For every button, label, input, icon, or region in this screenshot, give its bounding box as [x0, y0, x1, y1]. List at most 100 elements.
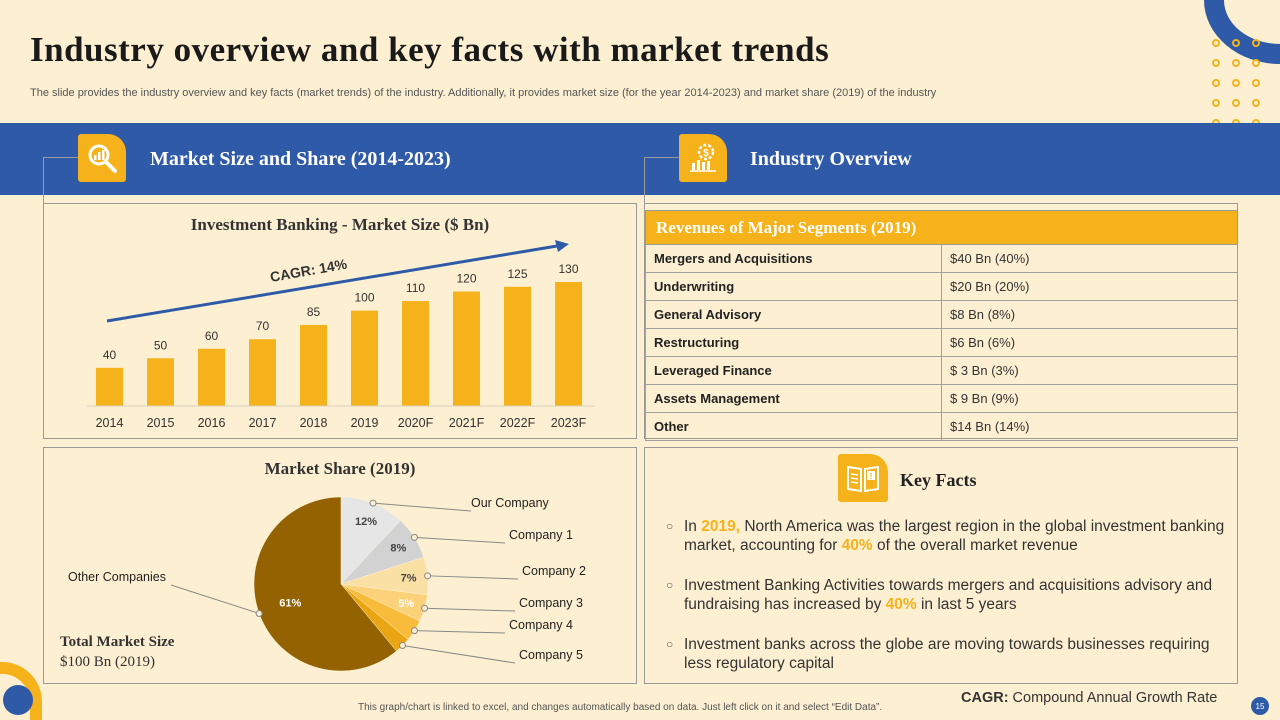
segment-value: $6 Bn (6%): [941, 328, 1238, 357]
segment-name: Restructuring: [645, 328, 942, 357]
x-tick-label: 2023F: [551, 416, 587, 430]
pie-leader-line: [424, 607, 516, 612]
table-row: Restructuring $6 Bn (6%): [645, 328, 1238, 357]
pie-value-label: 61%: [279, 597, 301, 609]
pie-leader-line: [427, 575, 519, 580]
pie-chart: 12% 8% 7% 5% 61% Our Company Company 1 Company…: [68, 496, 586, 672]
table-row: Assets Management $ 9 Bn (9%): [645, 384, 1238, 413]
pie-leader-line: [372, 502, 472, 512]
market-size-header: Market Size and Share (2014-2023): [150, 148, 451, 170]
x-tick-label: 2019: [351, 416, 379, 430]
pie-leader-dot: [255, 609, 263, 617]
bullet-circle-icon: ○: [666, 637, 674, 651]
bar-2022F: [504, 286, 531, 406]
pie-legend-label: Company 3: [519, 596, 583, 610]
pie-value-label: 5%: [398, 598, 414, 610]
total-market-label: Total Market Size: [60, 634, 175, 650]
segments-table: Revenues of Major Segments (2019) Merger…: [645, 210, 1238, 441]
key-fact-item: ○ In 2019, North America was the largest…: [666, 518, 1225, 554]
segment-name: Mergers and Acquisitions: [645, 244, 942, 273]
pie-legend-label: Other Companies: [68, 570, 166, 584]
x-tick-label: 2022F: [500, 416, 536, 430]
svg-text:!: !: [870, 472, 873, 481]
pie-leader-line: [402, 645, 516, 664]
bar-chart-title: Investment Banking - Market Size ($ Bn): [190, 215, 490, 234]
page-title: Industry overview and key facts with mar…: [30, 30, 830, 69]
key-facts-title: Key Facts: [900, 470, 977, 490]
pie-leader-line: [414, 536, 506, 544]
corner-arc-top-right: [1204, 0, 1280, 64]
x-tick-label: 2014: [96, 416, 124, 430]
industry-overview-header: Industry Overview: [750, 148, 912, 170]
bar-chart: 40 2014 50 2015 60 2016 70 2017 85 2018 100 2019 110…: [87, 240, 595, 430]
segment-name: Other: [645, 412, 942, 441]
bar-value-label: 70: [256, 319, 270, 333]
pie-leader-dot: [410, 533, 418, 541]
svg-text:$: $: [703, 148, 709, 159]
bar-value-label: 100: [354, 291, 374, 305]
pie-legend-label: Our Company: [471, 496, 550, 510]
bar-value-label: 130: [558, 262, 578, 276]
bar-2016: [198, 348, 225, 406]
bar-2020F: [402, 301, 429, 406]
x-tick-label: 2018: [300, 416, 328, 430]
key-fact-item: ○ Investment Banking Activities towards …: [666, 577, 1213, 613]
segments-table-header: Revenues of Major Segments (2019): [645, 210, 1238, 245]
right-header-connector: [644, 157, 679, 203]
key-fact-item: ○ Investment banks across the globe are …: [666, 636, 1210, 672]
pie-leader-dot: [399, 642, 407, 650]
bar-2023F: [555, 282, 582, 406]
x-tick-label: 2015: [147, 416, 175, 430]
segment-name: Underwriting: [645, 272, 942, 301]
cagr-definition: CAGR: Compound Annual Growth Rate: [961, 690, 1218, 706]
x-tick-label: 2017: [249, 416, 277, 430]
bar-value-label: 120: [456, 272, 476, 286]
pie-leader-line: [170, 584, 260, 614]
pie-value-label: 8%: [390, 543, 406, 555]
bullet-circle-icon: ○: [666, 578, 674, 592]
bar-2018: [300, 324, 327, 406]
pie-legend-label: Company 2: [522, 564, 586, 578]
pie-value-label: 7%: [401, 573, 417, 585]
magnifier-chart-icon: [78, 134, 126, 182]
bar-value-label: 125: [507, 267, 527, 281]
pie-legend-label: Company 4: [509, 618, 573, 632]
table-row: General Advisory $8 Bn (8%): [645, 300, 1238, 329]
document-alert-icon: !: [838, 454, 888, 502]
bar-2019: [351, 310, 378, 406]
corner-arc-bottom-left: [0, 661, 43, 720]
segment-value: $8 Bn (8%): [941, 300, 1238, 329]
table-row: Other $14 Bn (14%): [645, 412, 1238, 441]
segment-name: General Advisory: [645, 300, 942, 329]
cagr-annotation: CAGR: 14%: [269, 256, 349, 285]
bullet-circle-icon: ○: [666, 519, 674, 533]
bar-2021F: [453, 291, 480, 406]
dollar-gear-chart-icon: $: [679, 134, 727, 182]
table-row: Leveraged Finance $ 3 Bn (3%): [645, 356, 1238, 385]
bar-2015: [147, 358, 174, 406]
section-header-band: [0, 123, 1280, 195]
bar-2014: [96, 367, 123, 406]
x-tick-label: 2016: [198, 416, 226, 430]
table-row: Mergers and Acquisitions $40 Bn (40%): [645, 244, 1238, 273]
segment-name: Assets Management: [645, 384, 942, 413]
pie-chart-title: Market Share (2019): [264, 459, 416, 478]
bar-value-label: 60: [205, 329, 219, 343]
segments-table-header-row: Revenues of Major Segments (2019): [645, 210, 1238, 245]
total-market-value: $100 Bn (2019): [60, 654, 155, 670]
bar-chart-panel: [43, 203, 637, 439]
page-subtitle: The slide provides the industry overview…: [30, 87, 937, 99]
pie-legend-label: Company 5: [519, 648, 583, 662]
cagr-trend-arrow: [106, 244, 558, 323]
segment-value: $40 Bn (40%): [941, 244, 1238, 273]
pie-leader-dot: [424, 572, 432, 580]
chart-footnote: This graph/chart is linked to excel, and…: [358, 702, 883, 713]
cagr-arrowhead: [555, 240, 569, 252]
x-tick-label: 2020F: [398, 416, 434, 430]
bar-2017: [249, 339, 276, 406]
pie-legend-label: Company 1: [509, 528, 573, 542]
bar-value-label: 40: [103, 348, 117, 362]
segment-value: $20 Bn (20%): [941, 272, 1238, 301]
segment-value: $ 9 Bn (9%): [941, 384, 1238, 413]
bar-value-label: 50: [154, 338, 168, 352]
